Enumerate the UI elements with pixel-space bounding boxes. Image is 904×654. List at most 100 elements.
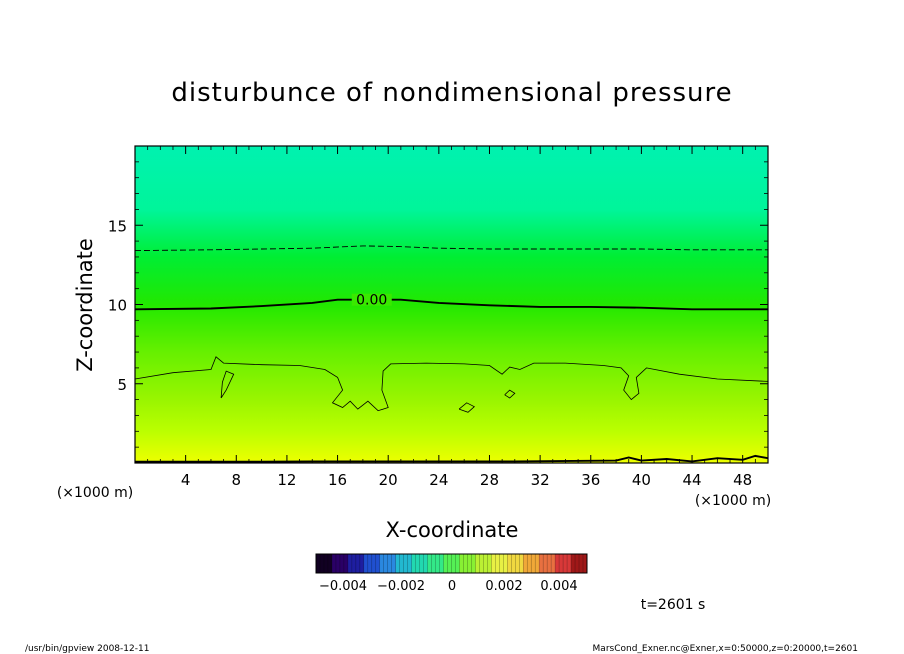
colorbar-cell (483, 554, 488, 573)
y-tick-label: 5 (117, 376, 127, 394)
colorbar-cell (331, 554, 337, 573)
x-tick-label: 16 (328, 471, 347, 489)
colorbar (315, 553, 588, 574)
colorbar-cell (551, 554, 556, 573)
x-unit-left: (×1000 m) (57, 485, 133, 501)
colorbar-cell (411, 554, 416, 573)
colorbar-tick-label: −0.002 (377, 579, 425, 594)
colorbar-cell (467, 554, 472, 573)
colorbar-cell (323, 554, 329, 573)
colorbar-cell (443, 554, 448, 573)
colorbar-cell (316, 554, 321, 573)
colorbar-cell (515, 554, 520, 573)
x-tick-label: 28 (480, 471, 499, 489)
time-annotation: t=2601 s (641, 597, 706, 613)
colorbar-cell (555, 554, 560, 573)
x-unit-right: (×1000 m) (695, 493, 771, 509)
y-axis-ticks: 5 10 15 (108, 161, 768, 448)
colorbar-cell (371, 554, 377, 573)
colorbar-cell (459, 554, 464, 573)
colorbar-cell (343, 554, 349, 573)
colorbar-cell (351, 554, 357, 573)
colorbar-cell (367, 554, 373, 573)
x-tick-label: 12 (277, 471, 296, 489)
colorbar-cell (499, 554, 504, 573)
contour-3 (220, 370, 235, 399)
contour-0 (135, 298, 768, 311)
colorbar-cell (531, 554, 536, 573)
colorbar-tick-label: 0.002 (485, 579, 522, 594)
colorbar-cell (387, 554, 393, 573)
colorbar-cell (419, 554, 424, 573)
footer-right: MarsCond_Exner.nc@Exner,x=0:50000,z=0:20… (593, 644, 858, 654)
colorbar-cell (399, 554, 404, 573)
colorbar-cell (347, 554, 353, 573)
contour-4 (458, 402, 476, 413)
contour-label-gap (351, 293, 392, 306)
colorbar-tick-label: −0.004 (319, 579, 367, 594)
colorbar-cell (547, 554, 552, 573)
colorbar-cell (339, 554, 345, 573)
colorbar-cell (423, 554, 428, 573)
colorbar-cell (359, 554, 365, 573)
colorbar-cell (559, 554, 564, 573)
colorbar-cell (491, 554, 496, 573)
x-tick-label: 4 (181, 471, 191, 489)
colorbar-cell (407, 554, 412, 573)
x-tick-label: 48 (733, 471, 752, 489)
colorbar-cell (495, 554, 500, 573)
contour-5 (504, 389, 516, 399)
x-tick-label: 44 (682, 471, 701, 489)
x-tick-label: 24 (429, 471, 448, 489)
colorbar-cell (363, 554, 369, 573)
colorbar-cell (471, 554, 476, 573)
colorbar-cell (431, 554, 436, 573)
contour-label-zero: 0.00 (356, 293, 387, 309)
x-axis-label: X-coordinate (386, 518, 519, 542)
colorbar-cell (479, 554, 484, 573)
colorbar-cell (379, 554, 385, 573)
colorbar-cell (539, 554, 544, 573)
colorbar-cell (543, 554, 548, 573)
colorbar-cell (455, 554, 460, 573)
x-tick-label: 40 (632, 471, 651, 489)
colorbar-cell (511, 554, 516, 573)
colorbar-cell (375, 554, 381, 573)
colorbar-cell (535, 554, 540, 573)
colorbar-cell (527, 554, 532, 573)
colorbar-cell (507, 554, 512, 573)
x-tick-label: 20 (379, 471, 398, 489)
colorbar-cell (563, 554, 568, 573)
colorbar-cell (447, 554, 452, 573)
colorbar-cell (427, 554, 432, 573)
colorbar-cell (415, 554, 420, 573)
colorbar-frame (315, 553, 588, 574)
colorbar-cell (439, 554, 444, 573)
colorbar-cell (435, 554, 440, 573)
colorbar-tick-labels: −0.004 −0.002 0 0.002 0.004 (319, 579, 578, 594)
colorbar-cell (451, 554, 456, 573)
y-tick-label: 10 (108, 297, 127, 315)
contour-1 (135, 245, 768, 252)
colorbar-cell (487, 554, 492, 573)
colorbar-cell (383, 554, 389, 573)
colorbar-cell (523, 554, 528, 573)
footer-left: /usr/bin/gpview 2008-12-11 (25, 644, 149, 654)
chart-title: disturbunce of nondimensional pressure (171, 78, 732, 108)
colorbar-cell (335, 554, 341, 573)
x-axis-ticks: 4 8 12 16 20 24 28 32 36 40 44 48 (147, 146, 756, 489)
colorbar-cell (391, 554, 397, 573)
colorbar-cell (403, 554, 408, 573)
contour-2 (135, 356, 768, 412)
x-tick-label: 8 (232, 471, 242, 489)
colorbar-cell (463, 554, 468, 573)
y-tick-label: 15 (108, 217, 127, 235)
colorbar-cell (319, 554, 325, 573)
field-colormap (135, 146, 768, 463)
colorbar-cell (579, 554, 584, 573)
colorbar-cell (571, 554, 576, 573)
colorbar-cell (475, 554, 480, 573)
colorbar-cell (519, 554, 524, 573)
colorbar-cell (567, 554, 572, 573)
